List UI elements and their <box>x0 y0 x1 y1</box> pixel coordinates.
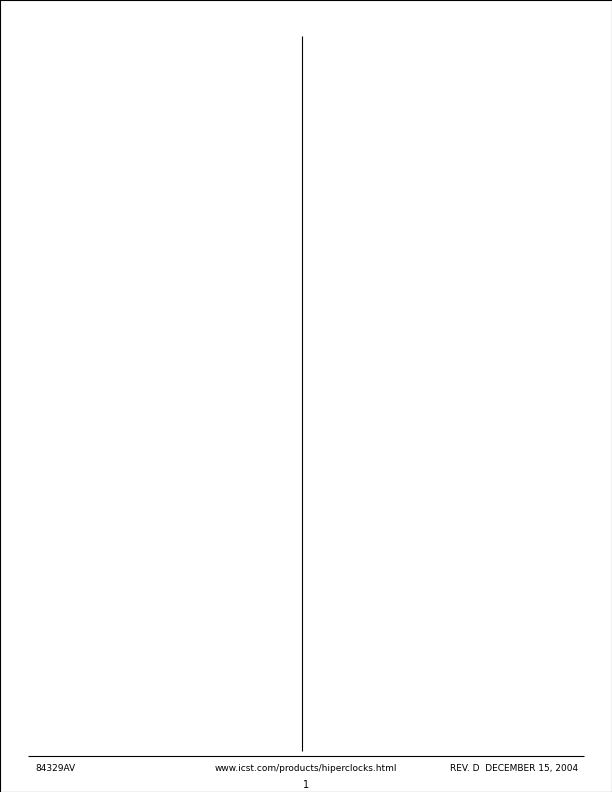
Text: www.icst.com/products/hiperclocks.html: www.icst.com/products/hiperclocks.html <box>215 764 397 773</box>
Text: REV. D  DECEMBER 15, 2004: REV. D DECEMBER 15, 2004 <box>450 764 578 773</box>
Text: 1: 1 <box>303 780 309 790</box>
Text: 84329AV: 84329AV <box>35 764 75 773</box>
